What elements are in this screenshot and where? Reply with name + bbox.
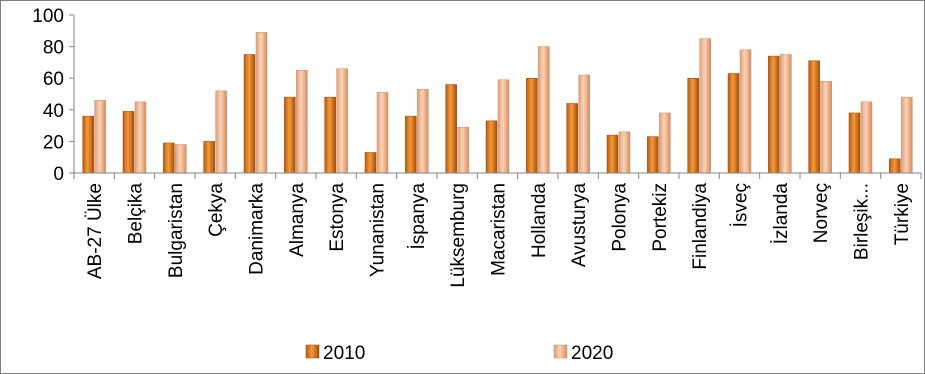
x-tick-label: Finlandiya [690, 183, 711, 270]
bar-2020-17 [739, 49, 752, 174]
bar-2010-8 [364, 152, 377, 174]
x-tick-label: Çekya [206, 183, 227, 237]
legend-swatch-2020 [553, 344, 568, 359]
x-tick-label: Bulgaristan [166, 183, 187, 278]
legend: 2010 2020 [305, 343, 613, 364]
bar-2010-12 [526, 77, 538, 174]
bar-2020-16 [699, 38, 711, 174]
x-tick-label: Belçika [126, 183, 147, 245]
legend-swatch-2010 [305, 344, 320, 359]
bar-2010-18 [768, 55, 780, 174]
bar-2010-6 [284, 96, 296, 174]
bar-2020-20 [860, 101, 873, 174]
bar-2010-21 [889, 158, 901, 174]
x-tick-label: Portekiz [650, 183, 671, 252]
x-tick-label: Birleşik... [852, 183, 873, 260]
bar-2020-13 [578, 74, 590, 174]
bar-2010-19 [808, 60, 820, 174]
bar-2010-13 [566, 103, 578, 174]
y-tick-label: 80 [43, 38, 64, 59]
legend-label-2010: 2010 [323, 343, 365, 364]
x-tick-label: AB-27 Ülke [85, 183, 106, 279]
y-axis: 0 20 40 60 80 100 [32, 6, 75, 185]
y-tick-label: 60 [43, 69, 64, 90]
x-tick-label: İzlanda [771, 183, 792, 245]
y-tick-label: 40 [43, 101, 64, 122]
bar-2020-14 [618, 131, 631, 174]
x-tick-label: Norveç [811, 183, 832, 243]
bar-2020-19 [820, 81, 832, 174]
bar-2020-8 [376, 92, 389, 174]
bar-2020-10 [457, 126, 469, 174]
bar-2010-11 [485, 120, 498, 174]
y-tick-label: 0 [53, 164, 64, 185]
bar-2020-12 [538, 46, 550, 174]
bar-2010-5 [243, 54, 256, 174]
bar-2020-1 [94, 100, 106, 174]
bar-2020-7 [336, 68, 348, 174]
legend-label-2020: 2020 [571, 343, 613, 364]
bar-2020-3 [175, 144, 187, 174]
x-tick-label: Yunanistan [368, 183, 389, 277]
bar-2010-1 [82, 115, 94, 174]
bar-2010-4 [203, 141, 215, 174]
bar-2020-11 [497, 79, 510, 174]
x-tick-label: Almanya [287, 183, 308, 257]
x-tick-label: İspanya [408, 183, 429, 250]
bar-2020-4 [215, 90, 227, 174]
x-axis: AB-27 Ülke Belçika Bulgaristan Çekya Danimar… [73, 172, 922, 288]
bars [82, 32, 913, 174]
bar-2010-17 [727, 73, 740, 174]
bar-2010-7 [324, 96, 336, 174]
bar-2020-15 [659, 112, 671, 174]
bar-2020-5 [255, 32, 268, 174]
bar-2020-21 [901, 96, 913, 174]
bar-2010-10 [445, 84, 457, 174]
bar-2020-18 [780, 54, 792, 174]
x-tick-label: Danimarka [247, 183, 268, 275]
bar-2010-9 [405, 115, 417, 174]
bar-2010-2 [122, 111, 135, 174]
y-tick-label: 20 [43, 132, 64, 153]
bar-2010-20 [848, 112, 861, 174]
x-tick-label: Macaristan [489, 183, 510, 276]
x-tick-label: Hollanda [529, 183, 550, 258]
x-tick-label: Türkiye [892, 183, 913, 245]
x-tick-label: Polonya [610, 183, 631, 252]
x-tick-label: Estonya [327, 183, 348, 252]
bar-2010-14 [606, 134, 619, 174]
x-tick-label: İsveç [731, 183, 752, 227]
bar-2020-6 [296, 70, 308, 174]
bar-2010-16 [687, 77, 699, 174]
x-tick-label: Avusturya [569, 183, 590, 268]
bar-2020-9 [417, 89, 429, 174]
x-tick-label: Lüksemburg [448, 183, 469, 288]
bar-2010-3 [163, 142, 175, 174]
y-tick-label: 100 [32, 6, 64, 27]
bar-2010-15 [647, 136, 659, 174]
bar-2020-2 [134, 101, 147, 174]
